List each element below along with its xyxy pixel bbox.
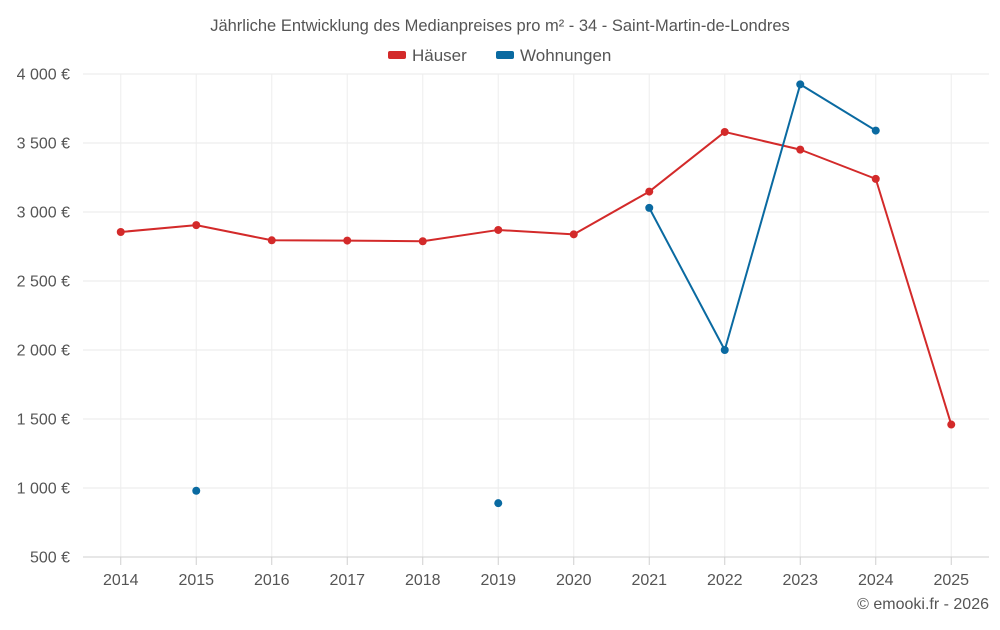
- data-point[interactable]: [796, 80, 805, 89]
- series-line: [120, 130, 953, 425]
- data-point[interactable]: [720, 127, 729, 136]
- legend-swatch: [496, 51, 514, 59]
- y-tick-label: 2 500 €: [17, 274, 70, 291]
- data-point[interactable]: [569, 230, 578, 239]
- chart-title: Jährliche Entwicklung des Medianpreises …: [210, 17, 790, 35]
- x-tick-label: 2021: [631, 572, 667, 589]
- y-tick-label: 3 000 €: [17, 205, 70, 222]
- x-tick-label: 2015: [178, 572, 214, 589]
- y-tick-label: 1 500 €: [17, 412, 70, 429]
- data-point[interactable]: [192, 486, 201, 495]
- y-tick-label: 1 000 €: [17, 481, 70, 498]
- data-point[interactable]: [796, 145, 805, 154]
- y-tick-label: 4 000 €: [17, 67, 70, 84]
- x-tick-label: 2017: [329, 572, 365, 589]
- y-tick-label: 500 €: [30, 550, 70, 567]
- y-tick-label: 3 500 €: [17, 136, 70, 153]
- x-tick-label: 2023: [782, 572, 818, 589]
- credit-text: © emooki.fr - 2026: [857, 596, 989, 613]
- y-tick-label: 2 000 €: [17, 343, 70, 360]
- data-point[interactable]: [343, 236, 352, 245]
- data-point[interactable]: [645, 187, 654, 196]
- data-point[interactable]: [494, 499, 503, 508]
- data-point[interactable]: [116, 228, 125, 237]
- x-tick-label: 2014: [103, 572, 139, 589]
- x-tick-label: 2020: [556, 572, 592, 589]
- data-point[interactable]: [418, 237, 427, 246]
- data-point[interactable]: [871, 126, 880, 135]
- legend-item-wohnungen[interactable]: Wohnungen: [496, 46, 611, 65]
- data-point[interactable]: [871, 174, 880, 183]
- legend-item-haeuser[interactable]: Häuser: [388, 46, 467, 65]
- data-point[interactable]: [720, 346, 729, 354]
- data-point[interactable]: [645, 203, 654, 212]
- legend-label: Wohnungen: [520, 46, 611, 65]
- legend-swatch: [388, 51, 406, 59]
- series-line: [648, 83, 877, 351]
- x-tick-label: 2019: [480, 572, 516, 589]
- data-point[interactable]: [192, 221, 201, 230]
- grid: [83, 73, 989, 557]
- series-layer: [116, 80, 956, 508]
- series-haeuser: [116, 127, 956, 429]
- x-tick-label: 2025: [933, 572, 969, 589]
- x-tick-label: 2018: [405, 572, 441, 589]
- data-point[interactable]: [494, 225, 503, 234]
- axes: 500 € 1 000 € 1 500 € 2 000 € 2 500 € 3 000 €…: [17, 67, 989, 589]
- series-wohnungen: [192, 80, 880, 508]
- data-point[interactable]: [947, 420, 956, 429]
- x-tick-label: 2016: [254, 572, 290, 589]
- legend: Häuser Wohnungen: [388, 46, 611, 65]
- x-tick-label: 2022: [707, 572, 743, 589]
- data-point[interactable]: [267, 236, 276, 245]
- legend-label: Häuser: [412, 46, 467, 65]
- x-tick-label: 2024: [858, 572, 894, 589]
